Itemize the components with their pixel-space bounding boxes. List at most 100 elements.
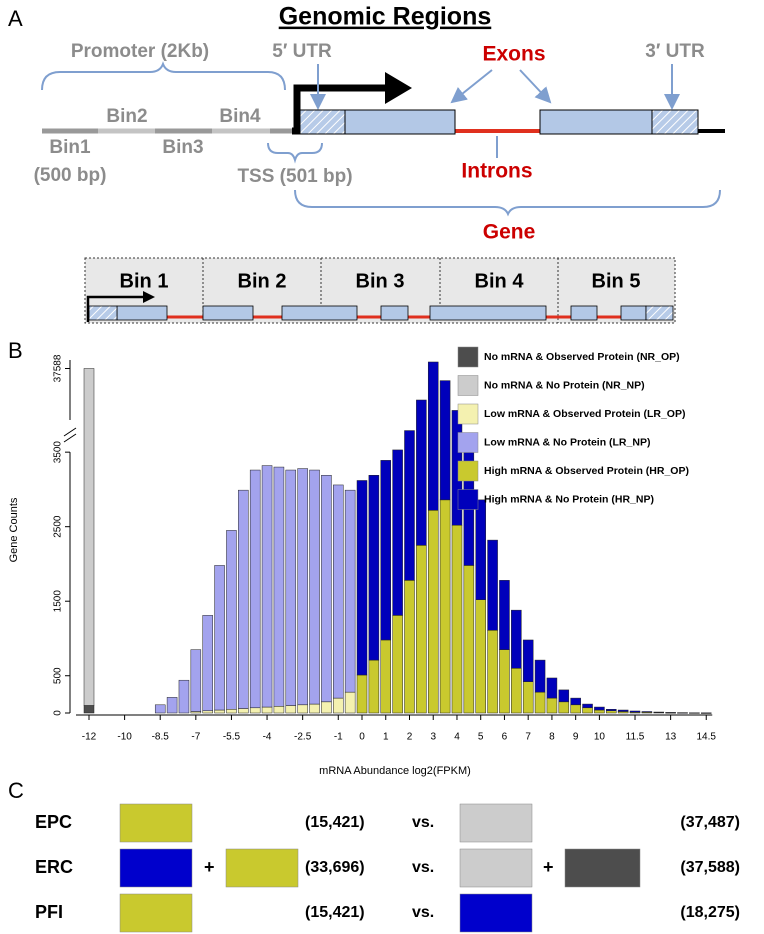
bar: [499, 580, 510, 650]
label: 5′ UTR: [272, 41, 332, 62]
bar: [333, 484, 344, 699]
swatch: [459, 848, 533, 888]
vs: vs.: [412, 814, 434, 831]
y-tick-label: 2500: [53, 515, 64, 538]
tss-arrow: [292, 84, 388, 135]
bar: [594, 706, 605, 711]
y-tick-label: 500: [53, 667, 64, 684]
bar: [285, 705, 297, 714]
bar: [297, 704, 308, 714]
legend-label: High mRNA & Observed Protein (HR_OP): [484, 465, 689, 477]
swatch: [564, 848, 641, 888]
bar: [344, 691, 356, 714]
panel-label: C: [8, 778, 24, 803]
label: Introns: [461, 160, 532, 183]
bar: [546, 697, 558, 714]
row-label: ERC: [35, 857, 73, 877]
row-label: EPC: [35, 812, 72, 832]
bar: [261, 465, 273, 708]
label: (500 bp): [34, 165, 107, 186]
bar: [344, 489, 356, 693]
vs: vs.: [412, 859, 434, 876]
y-tick-label: 3500: [53, 441, 64, 464]
label: Bin1: [49, 137, 91, 158]
plus: +: [204, 857, 215, 877]
count: (37,588): [680, 859, 740, 876]
bin-label: Bin 4: [475, 270, 525, 292]
bar: [629, 710, 641, 713]
label: Bin4: [219, 106, 261, 127]
legend-swatch: [457, 403, 479, 425]
bar: [653, 711, 665, 713]
bar: [202, 615, 213, 712]
pointer: [519, 69, 552, 104]
bar: [333, 697, 344, 714]
y-tick-label: 1500: [53, 590, 64, 613]
bar: [297, 468, 308, 706]
x-tick-label: -7: [191, 732, 200, 743]
x-tick-label: 7: [525, 732, 531, 743]
count: (18,275): [680, 904, 740, 921]
y-tick-label: 37588: [53, 354, 64, 382]
utr: [651, 109, 699, 135]
bar: [475, 599, 486, 714]
y-axis-label: Gene Counts: [8, 497, 20, 562]
x-tick-label: 8: [549, 732, 555, 743]
panel-b: B mRNA Abundance log2(FPKM) Gene Counts …: [8, 338, 717, 777]
panel-label: B: [8, 338, 23, 363]
label: Bin2: [106, 106, 147, 127]
count: (33,696): [305, 859, 365, 876]
legend-label: High mRNA & No Protein (HR_NP): [484, 493, 654, 505]
bar: [226, 709, 237, 714]
swatch: [119, 803, 193, 843]
legend-swatch: [457, 375, 479, 396]
label: TSS (501 bp): [237, 166, 352, 187]
x-tick-label: -1: [334, 732, 343, 743]
y-tick-label: 0: [53, 710, 64, 716]
bar: [689, 712, 700, 714]
bin-label: Bin 5: [592, 270, 641, 292]
bar: [582, 707, 593, 714]
bar: [273, 466, 285, 707]
swatch: [459, 803, 533, 843]
bar: [321, 701, 332, 714]
bar: [558, 689, 570, 703]
label: 3′ UTR: [645, 41, 705, 62]
bar: [178, 679, 190, 714]
bar: [380, 639, 391, 714]
bar: [522, 681, 534, 714]
legend-swatch: [457, 346, 479, 368]
bin-label: Bin 2: [238, 270, 287, 292]
arrow-head: [385, 72, 412, 104]
bar: [321, 475, 332, 703]
bar: [249, 707, 261, 714]
bar: [439, 499, 451, 714]
legend-swatch: [457, 460, 479, 482]
x-tick-label: -2.5: [294, 732, 312, 743]
bar: [83, 705, 95, 714]
x-tick-label: -8.5: [152, 732, 170, 743]
bar: [606, 709, 617, 712]
bar: [368, 659, 380, 714]
bar: [487, 630, 498, 714]
bar: [511, 609, 522, 669]
bar: [677, 712, 688, 714]
pointer: [450, 69, 493, 104]
bar: [285, 469, 297, 706]
axis-break: [63, 433, 77, 443]
x-tick-label: 2: [407, 732, 413, 743]
exon: [539, 109, 653, 135]
x-tick-label: 10: [594, 732, 606, 743]
count: (15,421): [305, 814, 365, 831]
bar: [309, 469, 320, 705]
panel-c: C EPC ERC PFI (15,421) (33,696) (15,421)…: [8, 778, 740, 933]
count: (37,487): [680, 814, 740, 831]
x-tick-label: -12: [82, 732, 97, 743]
plus: +: [543, 857, 554, 877]
bar: [665, 712, 676, 714]
axis-break: [63, 427, 77, 437]
swatch: [225, 848, 299, 888]
bar: [534, 691, 546, 714]
vs: vs.: [412, 904, 434, 921]
